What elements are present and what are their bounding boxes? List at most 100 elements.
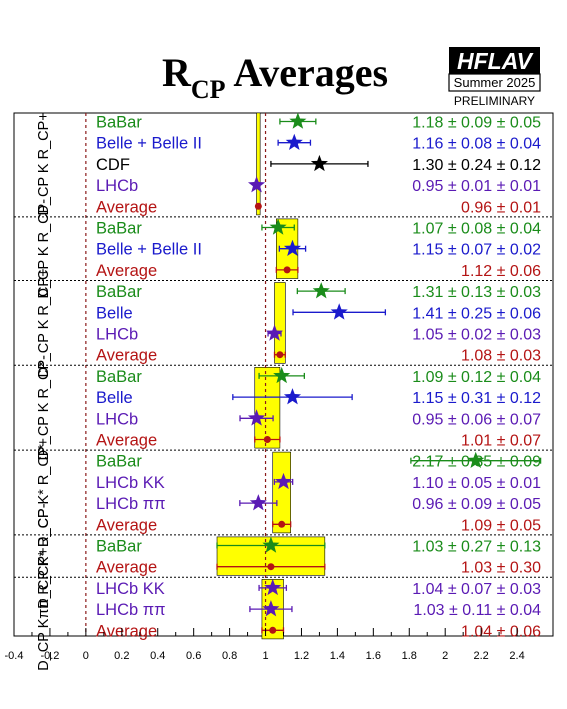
row-label-3-2: LHCb [96, 410, 138, 428]
x-tick-label-12: 2 [442, 650, 448, 662]
value-label-1-2: 1.12 ± 0.06 [461, 263, 541, 280]
star-marker-3-1 [283, 388, 302, 405]
row-label-2-2: LHCb [96, 326, 138, 344]
star-marker-6-1 [262, 600, 280, 617]
chart-title: RCP Averages [162, 50, 388, 104]
x-tick-label-2: 0 [83, 650, 89, 662]
logo-season-box [448, 73, 541, 92]
row-label-0-2: CDF [96, 156, 130, 174]
average-marker-3-3 [263, 436, 271, 443]
x-axis: -0.4 -0.2 0 0.2 0.4 0.6 0.8 1 1.2 1.4 1.6 1.8 2 2.2 2.… [5, 628, 525, 662]
x-tick-label-4: 0.4 [150, 650, 165, 662]
x-tick-label-9: 1.4 [330, 650, 345, 662]
row-label-6-1: LHCb ππ [96, 601, 166, 619]
star-marker-3-0 [273, 366, 291, 384]
x-tick-label-0: -0.4 [5, 650, 24, 662]
row-label-6-0: LHCb KK [96, 580, 165, 598]
row-label-3-1: Belle [96, 389, 133, 407]
value-label-4-3: 1.09 ± 0.05 [461, 517, 541, 534]
star-marker-6-0 [264, 578, 282, 596]
star-marker-0-3 [247, 176, 266, 193]
value-label-4-2: 0.96 ± 0.09 ± 0.05 [412, 496, 541, 513]
value-label-0-2: 1.30 ± 0.24 ± 0.12 [412, 157, 541, 174]
star-marker-1-1 [283, 239, 302, 256]
logo-text: HFLAV [457, 48, 534, 74]
row-label-1-2: Average [96, 262, 157, 280]
star-marker-4-1 [274, 472, 293, 490]
value-label-1-0: 1.07 ± 0.08 ± 0.04 [412, 221, 541, 238]
x-tick-label-3: 0.2 [114, 650, 129, 662]
average-marker-4-3 [278, 520, 286, 528]
star-marker-3-2 [247, 409, 266, 426]
x-tick-label-7: 1 [262, 650, 268, 662]
row-label-1-1: Belle + Belle II [96, 241, 202, 259]
row-label-4-1: LHCb KK [96, 474, 165, 492]
group-label-4: D_CP K* R_CP+ [36, 438, 52, 547]
chart-title-rest: Averages [226, 50, 389, 95]
row-label-3-3: Average [96, 432, 157, 450]
value-label-6-0: 1.04 ± 0.07 ± 0.03 [412, 581, 541, 598]
row-label-2-3: Average [96, 347, 157, 365]
value-labels: 1.18 ± 0.09 ± 0.05 1.16 ± 0.08 ± 0.04 1.30… [412, 115, 541, 641]
row-label-2-0: BaBar [96, 283, 142, 301]
average-band-4 [272, 451, 291, 534]
value-label-3-2: 0.95 ± 0.06 ± 0.07 [412, 411, 541, 428]
value-label-3-1: 1.15 ± 0.31 ± 0.12 [412, 390, 541, 407]
group-label-0: D_CP K R_CP+ [36, 112, 52, 215]
value-label-5-0: 1.03 ± 0.27 ± 0.13 [412, 539, 541, 556]
average-band-2 [274, 282, 286, 364]
x-tick-label-13: 2.2 [473, 650, 488, 662]
value-label-5-1: 1.03 ± 0.30 [461, 560, 541, 577]
row-label-1-0: BaBar [96, 220, 142, 238]
value-label-0-4: 0.96 ± 0.01 [461, 199, 541, 216]
star-marker-0-1 [285, 133, 303, 150]
value-label-2-1: 1.41 ± 0.25 ± 0.06 [412, 305, 541, 322]
x-tick-label-8: 1.2 [294, 650, 309, 662]
group-label-3: D*_CP K R_CP- [36, 355, 52, 460]
group-separators [14, 216, 553, 578]
row-label-0-0: BaBar [96, 114, 142, 132]
average-marker-5-1 [267, 563, 275, 571]
value-label-2-3: 1.08 ± 0.03 [461, 348, 541, 365]
star-marker-2-2 [265, 324, 284, 341]
data-markers [247, 112, 485, 634]
row-label-3-0: BaBar [96, 368, 142, 386]
chart-title-sub: CP [191, 75, 226, 104]
x-tick-label-10: 1.6 [366, 650, 381, 662]
value-label-6-2: 1.04 ± 0.06 [461, 623, 541, 640]
row-label-5-1: Average [96, 559, 157, 577]
row-label-0-1: Belle + Belle II [96, 135, 202, 153]
average-band-3 [254, 366, 281, 449]
value-label-3-3: 1.01 ± 0.07 [461, 433, 541, 450]
value-label-2-2: 1.05 ± 0.02 ± 0.03 [412, 327, 541, 344]
hflav-logo: HFLAV Summer 2025 PRELIMINARY [448, 47, 541, 108]
star-marker-5-0 [262, 536, 280, 553]
group-label-6: D_CP Kππ R_CP+ [36, 547, 52, 670]
star-marker-0-0 [289, 112, 307, 129]
value-label-4-1: 1.10 ± 0.05 ± 0.01 [412, 475, 541, 492]
logo-black-box [449, 47, 540, 74]
row-label-4-2: LHCb ππ [96, 495, 166, 513]
value-label-0-1: 1.16 ± 0.08 ± 0.04 [412, 136, 541, 153]
average-marker-6-2 [269, 626, 277, 634]
value-label-6-1: 1.03 ± 0.11 ± 0.04 [413, 602, 541, 619]
row-label-6-2: Average [96, 622, 157, 640]
x-tick-label-1: -0.2 [40, 650, 59, 662]
group-label-2: D*_CP K R_CP+ [36, 268, 52, 377]
value-label-0-3: 0.95 ± 0.01 ± 0.01 [412, 178, 541, 195]
group-label-5: D_CP K* R_CP- [36, 503, 52, 608]
average-marker-0-4 [254, 202, 262, 210]
row-label-0-4: Average [96, 198, 157, 216]
x-tick-label-14: 2.4 [509, 650, 524, 662]
star-marker-2-0 [312, 282, 330, 299]
average-marker-1-2 [283, 266, 291, 274]
star-marker-4-0 [467, 451, 485, 468]
star-marker-2-1 [330, 303, 348, 320]
star-marker-0-2 [310, 154, 328, 172]
group-label-1: D_CP K R_CP- [36, 199, 52, 299]
value-label-2-0: 1.31 ± 0.13 ± 0.03 [412, 284, 541, 301]
average-band-0 [256, 112, 261, 216]
row-label-4-3: Average [96, 516, 157, 534]
row-label-0-3: LHCb [96, 177, 138, 195]
